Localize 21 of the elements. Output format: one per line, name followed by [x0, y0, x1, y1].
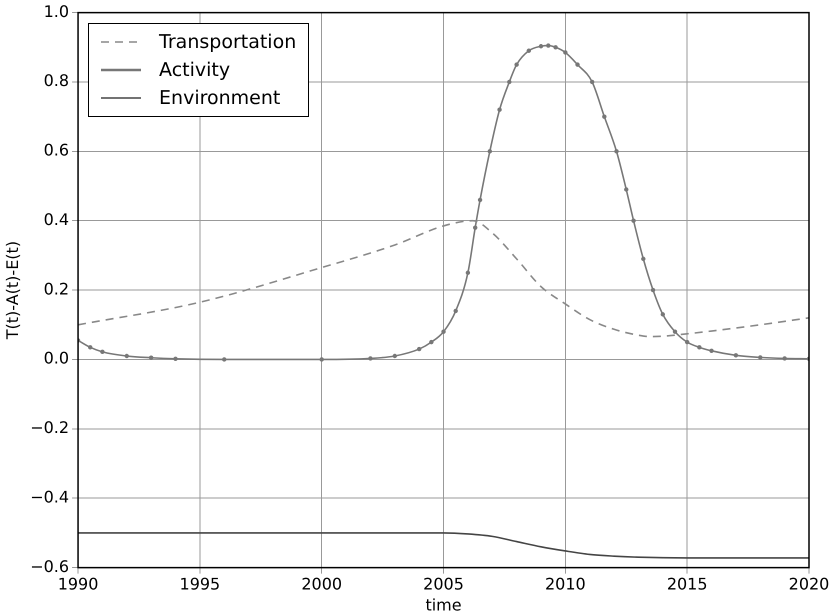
- x-tick-label: 1990: [58, 574, 98, 594]
- y-tick-label: −0.6: [30, 556, 70, 576]
- legend-label: Transportation: [159, 30, 296, 53]
- x-tick-label: 2000: [301, 574, 342, 594]
- x-tick-label: 1995: [180, 574, 220, 594]
- x-tick-label: 2010: [544, 574, 586, 594]
- x-tick-label: 2015: [666, 574, 708, 594]
- y-tick-label: 0.4: [44, 210, 70, 229]
- x-tick-label: 2005: [423, 574, 464, 594]
- y-tick-label: 0.6: [44, 140, 70, 160]
- y-tick-label: −0.2: [30, 418, 70, 438]
- y-tick-label: 0.8: [44, 71, 70, 90]
- y-tick-label: 0.0: [44, 348, 70, 368]
- legend-label: Environment: [159, 86, 280, 109]
- y-tick-label: 1.0: [44, 2, 70, 21]
- x-axis-title: time: [425, 596, 462, 615]
- legend-label: Activity: [159, 58, 230, 81]
- y-axis-title: T(t)-A(t)-E(t): [2, 240, 22, 340]
- y-tick-label: −0.4: [30, 487, 70, 506]
- y-tick-label: 0.2: [44, 279, 70, 298]
- x-tick-label: 2020: [788, 574, 830, 594]
